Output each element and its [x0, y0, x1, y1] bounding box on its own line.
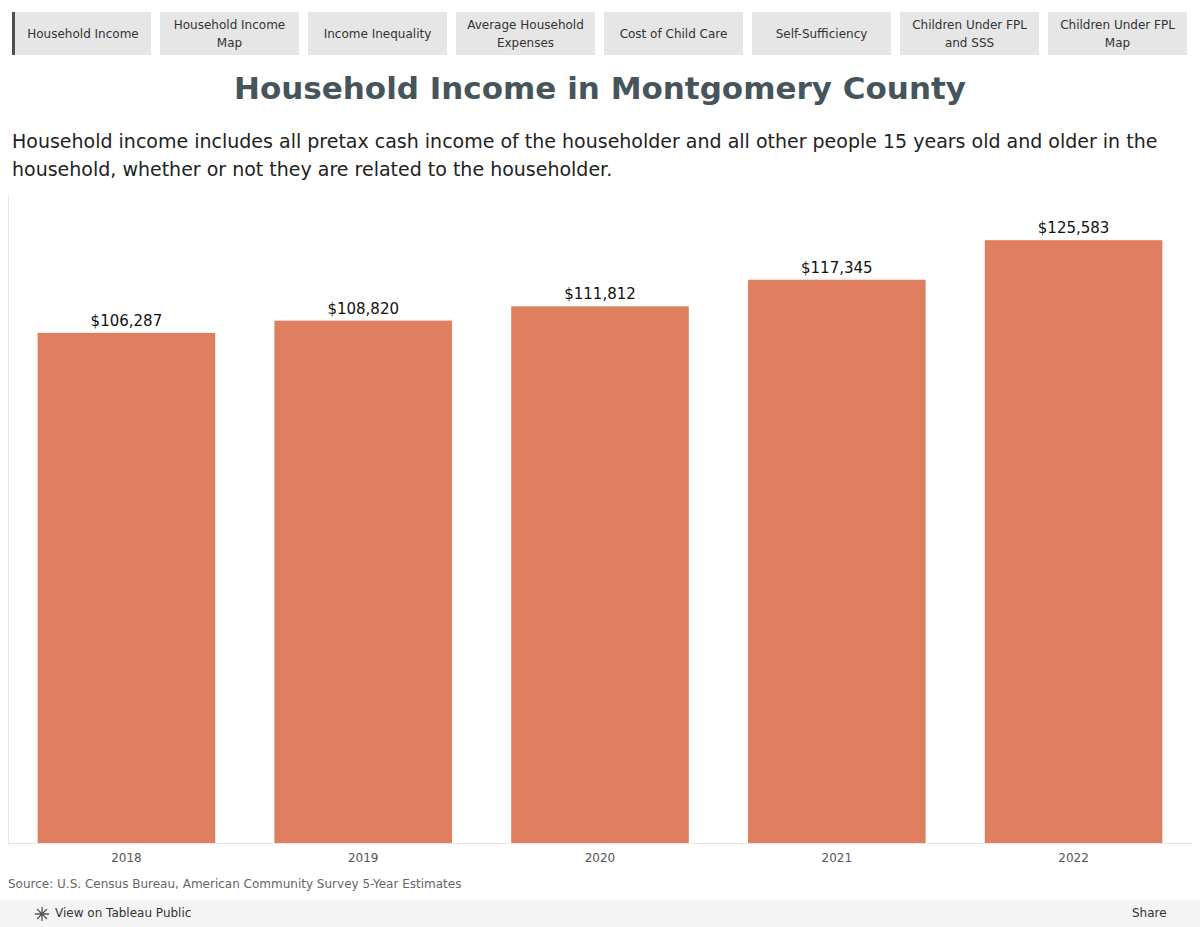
bar[interactable] [511, 306, 689, 843]
tab[interactable]: Household Income Map [160, 12, 299, 55]
tab[interactable]: Cost of Child Care [604, 12, 743, 55]
tab[interactable]: Self-Sufficiency [752, 12, 891, 55]
tab[interactable]: Children Under FPL Map [1048, 12, 1187, 55]
tab[interactable]: Household Income [12, 12, 151, 55]
footer: View on Tableau Public Share [0, 900, 1200, 927]
share-button[interactable]: Share [1132, 906, 1167, 920]
bar[interactable] [38, 333, 216, 843]
x-tick-label: 2020 [585, 851, 616, 865]
view-link[interactable]: View on Tableau Public [55, 906, 191, 920]
title: Household Income in Montgomery County [0, 70, 1200, 106]
source: Source: U.S. Census Bureau, American Com… [8, 877, 461, 891]
x-axis-line [8, 843, 1192, 844]
x-tick-label: 2022 [1058, 851, 1089, 865]
subtitle: Household income includes all pretax cas… [12, 127, 1182, 183]
tab[interactable]: Average Household Expenses [456, 12, 595, 55]
x-tick-label: 2021 [822, 851, 853, 865]
data-label: $111,812 [564, 285, 636, 303]
data-label: $125,583 [1038, 219, 1110, 237]
bar[interactable] [985, 240, 1163, 843]
tableau-icon [34, 906, 50, 922]
tab[interactable]: Children Under FPL and SSS [900, 12, 1039, 55]
data-label: $108,820 [327, 300, 399, 318]
bar[interactable] [748, 280, 926, 843]
data-label: $117,345 [801, 259, 873, 277]
y-axis-line [8, 195, 9, 843]
x-tick-label: 2019 [348, 851, 379, 865]
tab[interactable]: Income Inequality [308, 12, 447, 55]
bars [38, 240, 1163, 843]
data-label: $106,287 [91, 312, 163, 330]
bar[interactable] [274, 321, 452, 843]
chart: $106,287 $108,820 $111,812 $117,345 $125,583… [0, 0, 1200, 900]
x-tick-label: 2018 [111, 851, 142, 865]
